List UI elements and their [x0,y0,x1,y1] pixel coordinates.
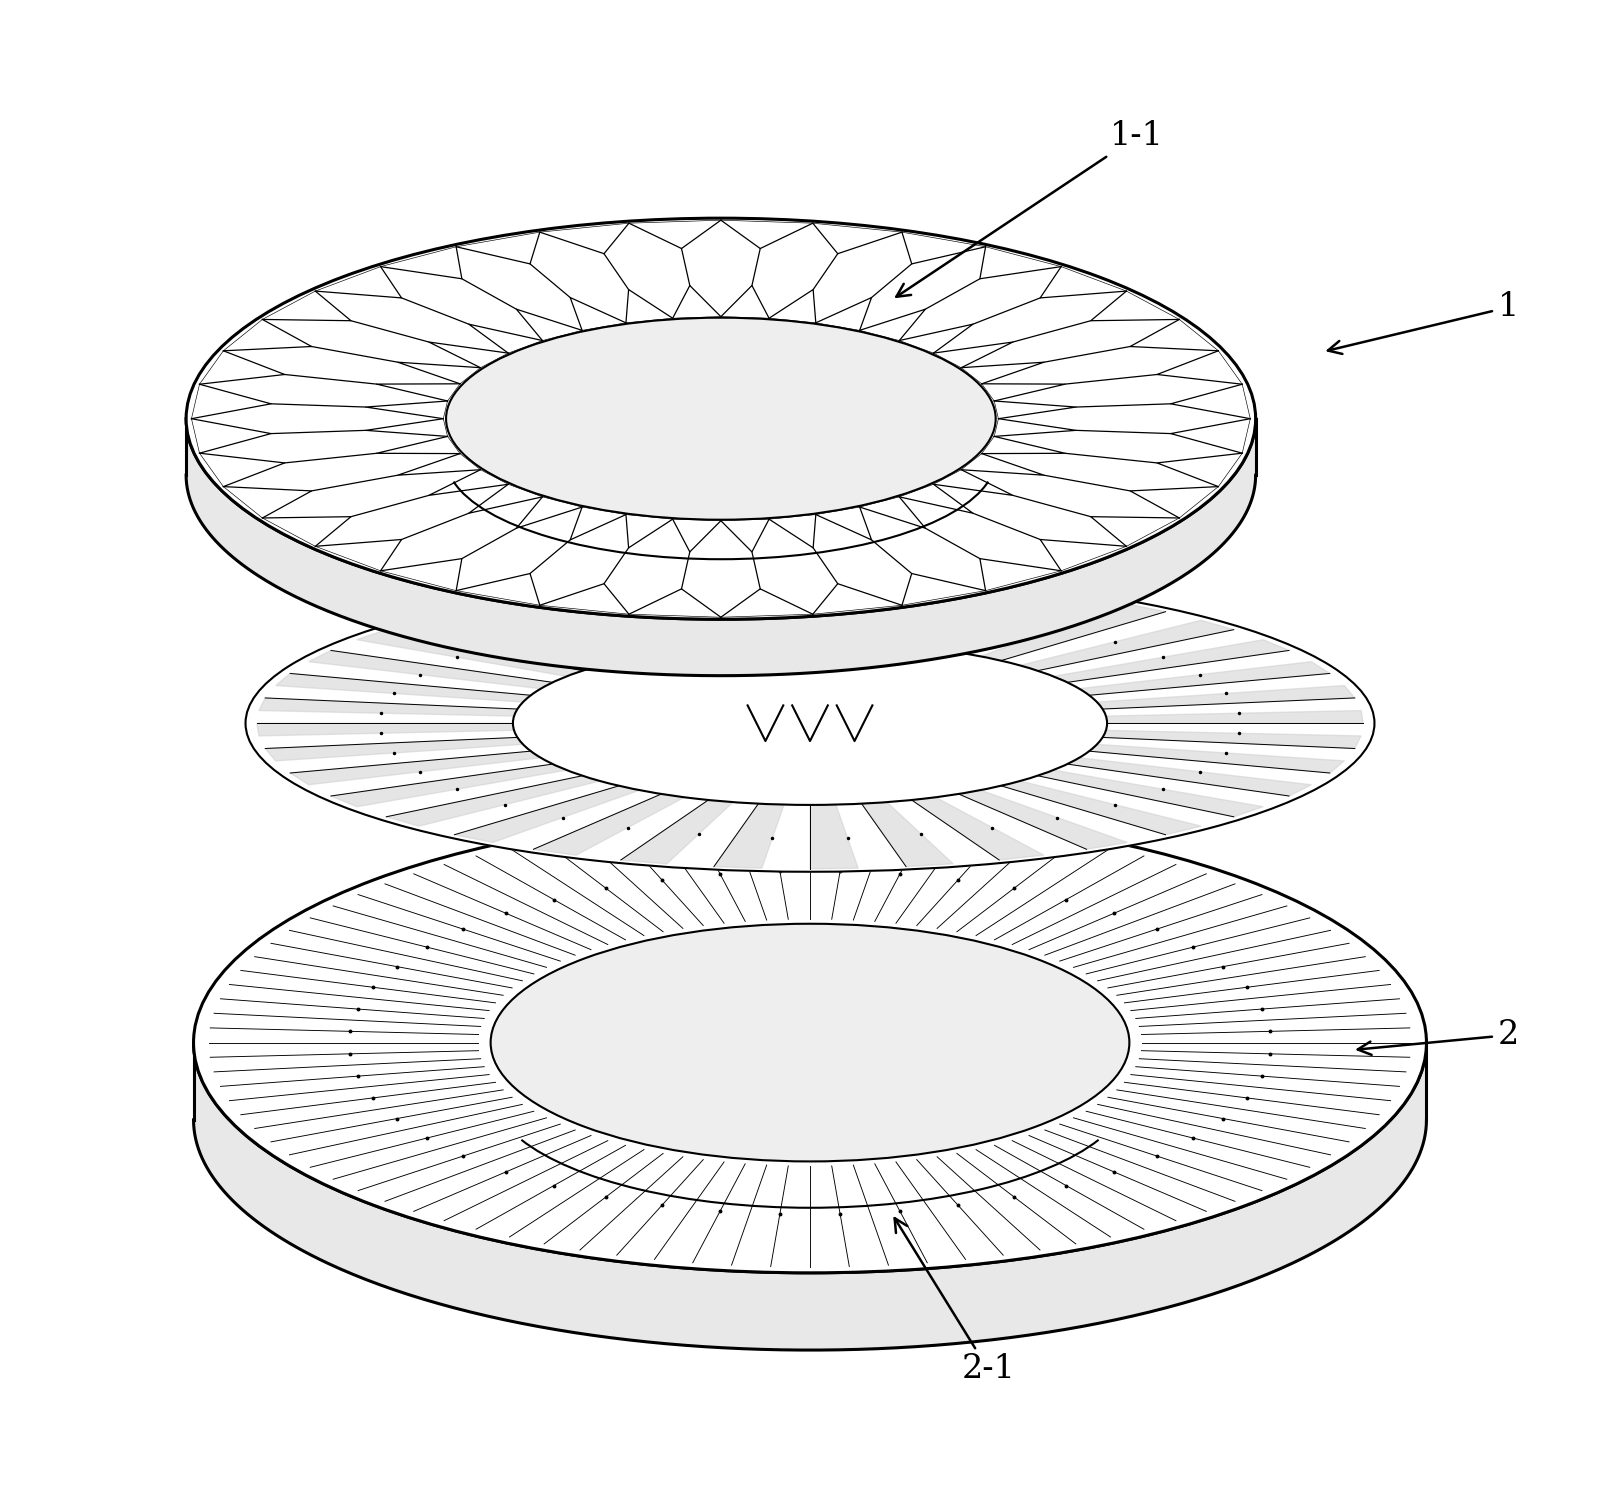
Polygon shape [309,650,552,689]
Polygon shape [1037,769,1264,817]
Polygon shape [959,790,1128,850]
Polygon shape [1053,640,1290,683]
Polygon shape [836,579,906,643]
Polygon shape [330,763,567,807]
Polygon shape [266,738,523,760]
Polygon shape [1079,662,1330,695]
Polygon shape [577,586,708,649]
Polygon shape [446,318,996,520]
Polygon shape [1089,744,1345,772]
Polygon shape [275,674,531,702]
Polygon shape [491,924,1129,1161]
Polygon shape [491,1042,1129,1239]
Polygon shape [761,577,810,641]
Polygon shape [186,218,1256,619]
Polygon shape [356,629,583,677]
Polygon shape [1097,686,1354,710]
Polygon shape [936,592,1087,653]
Polygon shape [886,583,1000,647]
Text: 2: 2 [1358,1020,1520,1054]
Polygon shape [259,698,517,716]
Polygon shape [533,795,684,856]
Polygon shape [980,604,1165,661]
Polygon shape [810,805,859,869]
Polygon shape [420,611,619,665]
Polygon shape [258,723,514,737]
Polygon shape [912,798,1043,860]
Polygon shape [1106,711,1362,723]
Text: 2-1: 2-1 [894,1218,1016,1385]
Polygon shape [1021,620,1234,671]
Polygon shape [492,598,661,656]
Polygon shape [862,802,953,866]
Polygon shape [1068,757,1311,796]
Text: 1: 1 [1328,291,1520,353]
Polygon shape [455,786,640,842]
Polygon shape [193,813,1427,1273]
Polygon shape [620,801,734,863]
Polygon shape [667,580,758,644]
Polygon shape [290,751,541,784]
Polygon shape [446,419,996,576]
Polygon shape [186,419,1256,675]
Polygon shape [193,1042,1427,1349]
Text: 1-1: 1-1 [896,121,1163,297]
Polygon shape [1103,731,1361,748]
Polygon shape [714,804,784,868]
Polygon shape [246,574,1374,872]
Polygon shape [386,775,599,826]
Polygon shape [1001,781,1200,835]
